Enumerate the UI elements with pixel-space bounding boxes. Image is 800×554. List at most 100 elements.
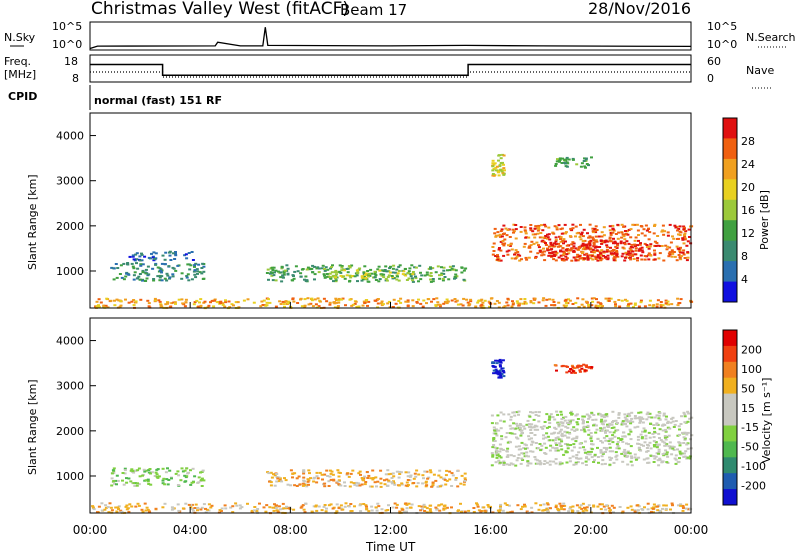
velocity-cell: [584, 451, 588, 454]
power-cell: [356, 272, 360, 275]
power-cell: [580, 303, 584, 306]
power-cell: [337, 297, 341, 300]
velocity-cell: [275, 504, 278, 507]
power-cell: [613, 240, 617, 243]
velocity-cell: [496, 359, 500, 362]
velocity-cell: [150, 471, 154, 474]
velocity-cell: [508, 463, 512, 466]
power-cbar-tick: 20: [741, 181, 755, 194]
power-cell: [335, 301, 339, 304]
velocity-cell: [630, 508, 634, 511]
velocity-cell: [605, 504, 609, 507]
velocity-cell: [676, 448, 679, 451]
power-cell: [688, 236, 691, 238]
velocity-cell: [496, 414, 500, 417]
power-cell: [499, 240, 503, 243]
power-cell: [559, 228, 563, 231]
power-cell: [623, 259, 627, 262]
velocity-cell: [419, 509, 423, 512]
velocity-cell: [614, 451, 618, 454]
velocity-cell: [628, 452, 632, 455]
velocity-cell: [647, 444, 651, 447]
power-cell: [533, 233, 537, 236]
power-cell: [157, 299, 161, 302]
velocity-cell: [343, 481, 346, 484]
power-cell: [615, 251, 619, 254]
power-cell: [466, 301, 470, 304]
power-cell: [292, 277, 296, 280]
velocity-cell: [287, 507, 291, 510]
velocity-cell: [544, 446, 548, 449]
velocity-cell: [629, 420, 633, 423]
velocity-cell: [645, 418, 649, 421]
power-cell: [261, 304, 265, 306]
xtick-label: 00:00: [674, 523, 709, 537]
power-cell: [362, 275, 366, 278]
velocity-cell: [555, 447, 559, 450]
power-cell: [529, 229, 533, 232]
velocity-cell: [492, 444, 496, 446]
power-cell: [543, 250, 546, 253]
velocity-cell: [623, 455, 627, 458]
power-cell: [559, 254, 563, 257]
velocity-cell: [207, 503, 211, 506]
velocity-cell: [679, 423, 683, 425]
power-cell: [506, 229, 510, 231]
velocity-cell: [183, 474, 187, 477]
power-cell: [574, 235, 577, 238]
velocity-cell: [121, 479, 124, 482]
velocity-cell: [555, 444, 559, 446]
velocity-cell: [573, 371, 577, 374]
velocity-cell: [404, 484, 408, 487]
velocity-cell: [674, 458, 678, 461]
power-cell: [594, 231, 598, 234]
velocity-cell: [682, 442, 686, 444]
power-cell: [628, 247, 632, 250]
power-cell: [411, 279, 415, 282]
velocity-cell: [115, 474, 119, 477]
power-cell: [590, 156, 593, 159]
power-cell: [518, 254, 522, 257]
power-cell: [184, 301, 188, 304]
velocity-cell: [393, 483, 397, 486]
power-cell: [560, 162, 564, 164]
velocity-cell: [302, 469, 306, 472]
velocity-cell: [277, 505, 281, 508]
power-cell: [593, 229, 597, 232]
power-cell: [543, 237, 547, 239]
power-cell: [436, 301, 440, 304]
velocity-cell: [561, 364, 565, 367]
power-cell: [429, 266, 432, 269]
power-cell: [571, 247, 575, 250]
power-cell: [329, 267, 332, 270]
power-cell: [554, 253, 558, 256]
velocity-cell: [506, 441, 510, 444]
velocity-cell: [385, 484, 389, 487]
freq-tick-top: 18: [64, 55, 78, 68]
velocity-cell: [176, 484, 180, 486]
power-cell: [633, 253, 637, 256]
power-cell: [152, 279, 156, 282]
power-cell: [310, 267, 314, 270]
velocity-cell: [495, 456, 499, 459]
power-cell: [279, 271, 283, 274]
nsky-tick-bottom: 10^0: [52, 38, 82, 51]
power-cell: [555, 228, 559, 231]
power-cell: [628, 254, 632, 257]
velocity-cell: [405, 507, 409, 510]
velocity-cell: [601, 441, 604, 444]
velocity-cell: [575, 421, 579, 424]
velocity-cell: [637, 447, 641, 450]
power-cell: [558, 245, 562, 248]
velocity-cell: [652, 440, 656, 443]
power-cell: [364, 272, 368, 275]
power-cell: [127, 301, 131, 304]
velocity-cell: [660, 460, 664, 463]
power-cell: [450, 267, 454, 270]
power-cell: [605, 244, 609, 247]
velocity-cell: [194, 503, 198, 506]
power-cbar-swatch: [723, 118, 737, 139]
velocity-cell: [494, 432, 498, 435]
